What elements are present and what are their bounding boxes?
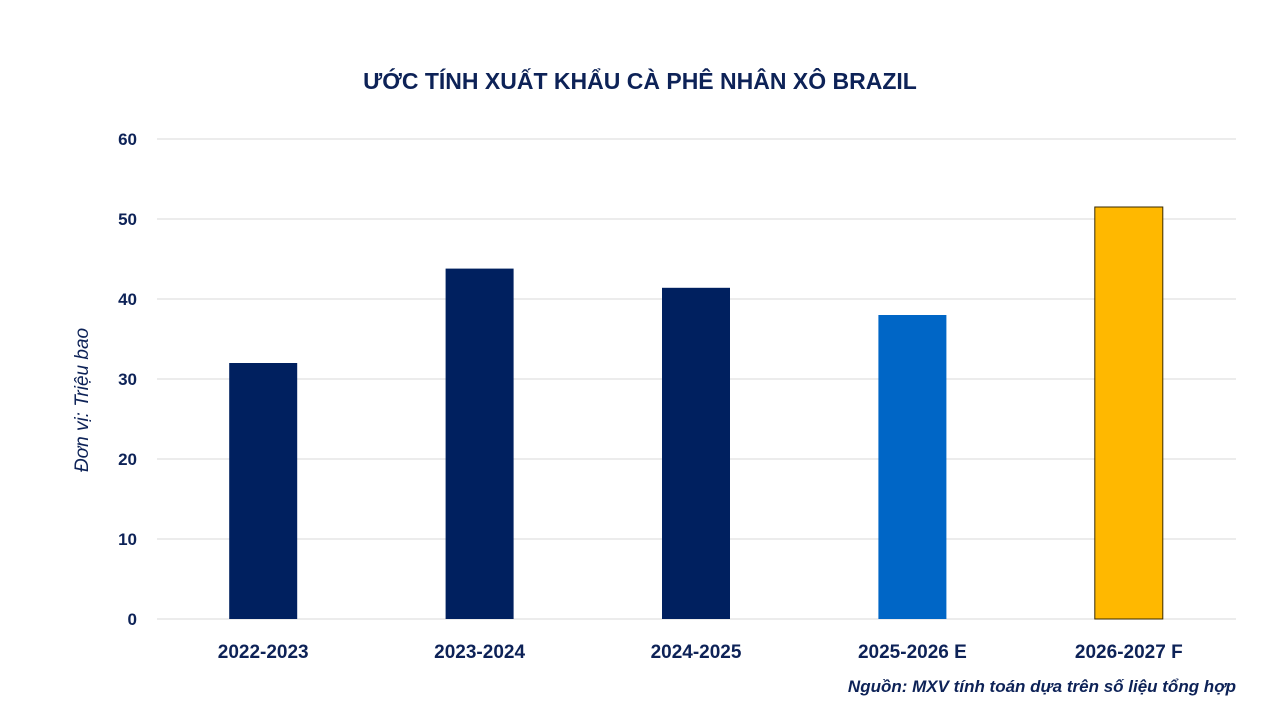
y-tick-label: 0 — [128, 610, 137, 629]
x-axis-ticks: 2022-2023 2023-2024 2024-2025 2025-2026 E 20… — [218, 642, 1183, 663]
x-tick-label: 2024-2025 — [651, 642, 742, 663]
y-tick-label: 20 — [118, 450, 137, 469]
y-axis-ticks: 0 10 20 30 40 50 60 — [118, 130, 137, 629]
x-tick-label: 2025-2026 E — [858, 642, 967, 663]
bars — [229, 206, 1164, 620]
y-tick-label: 50 — [118, 210, 137, 229]
bar — [1094, 206, 1164, 620]
y-tick-label: 10 — [118, 530, 137, 549]
y-tick-label: 30 — [118, 370, 137, 389]
bar — [662, 287, 730, 619]
bar — [878, 315, 947, 619]
chart-title: ƯỚC TÍNH XUẤT KHẨU CÀ PHÊ NHÂN XÔ BRAZIL — [363, 67, 917, 94]
bar — [229, 363, 298, 619]
source-note: Nguồn: MXV tính toán dựa trên số liệu tổ… — [848, 677, 1236, 696]
y-axis-label: Đơn vị: Triệu bao — [72, 328, 93, 472]
x-tick-label: 2026-2027 F — [1075, 642, 1183, 663]
bar — [445, 268, 514, 619]
y-tick-label: 40 — [118, 290, 137, 309]
x-tick-label: 2023-2024 — [434, 642, 525, 663]
y-tick-label: 60 — [118, 130, 137, 149]
x-tick-label: 2022-2023 — [218, 642, 309, 663]
